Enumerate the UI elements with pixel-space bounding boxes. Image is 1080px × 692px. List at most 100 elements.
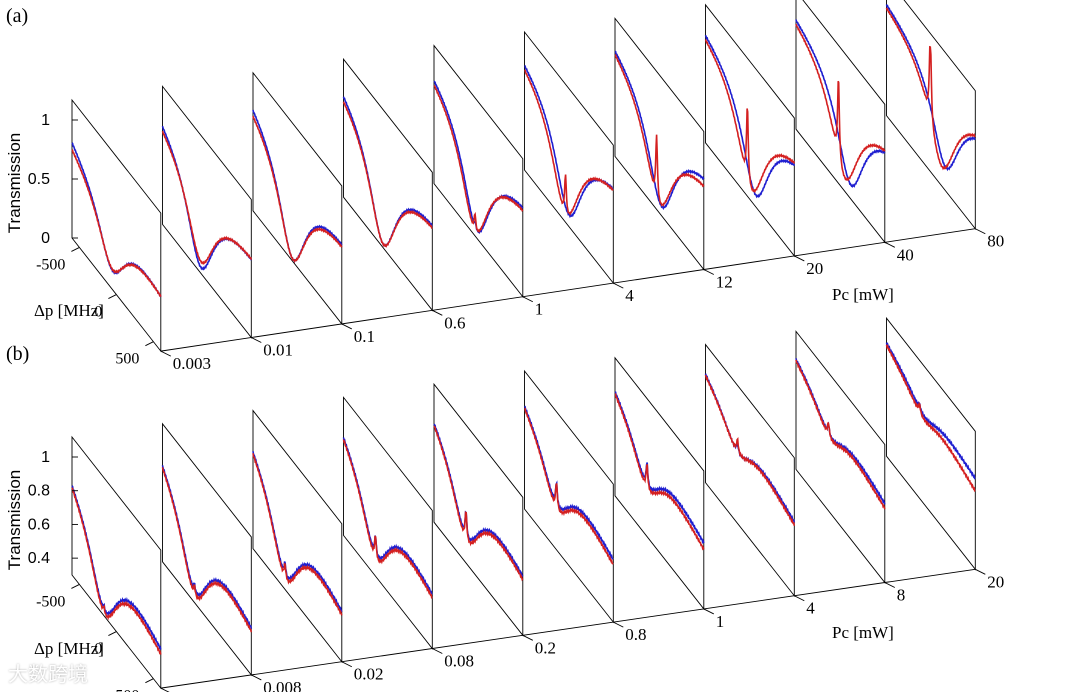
power-axis bbox=[160, 568, 976, 689]
panel-b-xlabel: Δp [MHz] bbox=[34, 639, 104, 658]
slice-frame bbox=[252, 409, 343, 664]
power-tick-label: 1 bbox=[535, 300, 544, 319]
slice-frame bbox=[614, 17, 705, 271]
y-tick-label: 0.6 bbox=[28, 516, 50, 533]
slice-1 bbox=[433, 44, 524, 299]
x-tick bbox=[108, 294, 117, 299]
trace-red-0_003 bbox=[71, 149, 162, 298]
power-tick bbox=[613, 621, 624, 628]
slice-frame bbox=[705, 3, 795, 258]
power-tick bbox=[522, 296, 534, 303]
trace-blue-20 bbox=[885, 342, 976, 480]
power-tick bbox=[432, 648, 443, 654]
slice-20 bbox=[704, 3, 796, 258]
power-tick-label: 20 bbox=[806, 259, 823, 278]
slice-frame bbox=[252, 71, 343, 326]
x-tick bbox=[71, 584, 80, 589]
power-tick-label: 4 bbox=[625, 286, 634, 305]
power-axis bbox=[160, 228, 976, 352]
slice-4 bbox=[524, 30, 614, 285]
slice-frame bbox=[71, 435, 162, 690]
trace-red-40 bbox=[795, 23, 886, 182]
slice-4 bbox=[704, 343, 796, 598]
power-tick bbox=[703, 608, 715, 615]
trace-red-0_2 bbox=[433, 425, 524, 582]
trace-red-0_8 bbox=[524, 407, 614, 565]
power-tick-label: 80 bbox=[987, 232, 1004, 251]
x-tick bbox=[108, 631, 117, 636]
slice-frame bbox=[886, 0, 976, 231]
y-tick-label: 0.4 bbox=[28, 550, 50, 567]
slice-8 bbox=[795, 330, 886, 584]
slice-0_003 bbox=[71, 98, 162, 353]
power-tick-label: 12 bbox=[716, 273, 733, 292]
power-tick bbox=[251, 337, 262, 343]
power-tick-label: 8 bbox=[897, 586, 906, 605]
power-tick bbox=[341, 323, 353, 330]
power-tick bbox=[160, 350, 172, 357]
slice-40 bbox=[795, 0, 886, 244]
power-tick-label: 0.8 bbox=[625, 625, 646, 644]
slice-20 bbox=[885, 316, 976, 571]
panel-b-ylabel: Transmission bbox=[5, 470, 24, 570]
panel-b-zlabel: Pc [mW] bbox=[832, 623, 894, 642]
trace-red-0_6 bbox=[342, 101, 433, 248]
panel-a-zlabel: Pc [mW] bbox=[832, 285, 894, 304]
slice-frame bbox=[524, 30, 614, 285]
trace-red-1 bbox=[614, 393, 705, 551]
slice-frame bbox=[433, 382, 524, 637]
trace-red-80 bbox=[885, 7, 976, 171]
panel-a-ticks: 80 40 20 12 4 1 0.6 0.1 0.01 0.003 0 0.5 1 -500 0 500 bbox=[28, 112, 1005, 373]
power-tick-label: 0.2 bbox=[535, 638, 556, 657]
slice-frame bbox=[795, 330, 886, 584]
power-tick bbox=[703, 269, 715, 275]
slice-frame bbox=[614, 356, 705, 611]
power-tick-label: 0.02 bbox=[354, 665, 384, 684]
slice-frame bbox=[433, 44, 524, 299]
trace-red-0_08 bbox=[342, 439, 433, 599]
power-tick bbox=[613, 282, 624, 289]
x-tick bbox=[71, 247, 80, 252]
slice-frame bbox=[71, 98, 162, 353]
watermark-text: 大数跨境 bbox=[8, 662, 88, 686]
power-tick-label: 20 bbox=[987, 572, 1004, 591]
power-tick bbox=[432, 309, 443, 316]
slice-0_01 bbox=[161, 85, 253, 339]
trace-red-4 bbox=[704, 374, 796, 526]
power-tick bbox=[975, 568, 986, 575]
trace-red-1 bbox=[433, 84, 524, 233]
slice-frame bbox=[705, 343, 795, 598]
y-tick-label: 0.5 bbox=[28, 171, 50, 188]
power-tick bbox=[884, 241, 896, 248]
y-tick-label: 1 bbox=[41, 449, 50, 466]
slice-0_6 bbox=[342, 57, 433, 312]
power-tick bbox=[341, 661, 353, 668]
panel-b: (b) Transmission Δp [MHz] Pc [mW] 20 8 4 1 0… bbox=[5, 316, 1004, 692]
slice-1 bbox=[614, 356, 705, 611]
slice-0_004 bbox=[71, 435, 162, 690]
slice-frame bbox=[343, 396, 433, 650]
power-tick bbox=[975, 228, 986, 235]
power-tick bbox=[794, 595, 805, 602]
x-tick bbox=[145, 678, 154, 684]
power-tick-label: 0.01 bbox=[263, 341, 293, 360]
power-tick bbox=[794, 255, 805, 262]
panel-a-label: (a) bbox=[6, 5, 28, 27]
trace-red-0_1 bbox=[252, 115, 343, 264]
power-tick-label: 40 bbox=[897, 245, 914, 264]
power-tick-label: 0.6 bbox=[444, 313, 465, 332]
panel-a-ylabel: Transmission bbox=[5, 133, 24, 233]
trace-red-0_008 bbox=[161, 467, 253, 633]
panel-a: (a) Transmission Δp [MHz] Pc [mW] 804020… bbox=[5, 0, 1004, 373]
power-tick bbox=[522, 634, 534, 641]
slice-frame bbox=[524, 369, 614, 624]
trace-red-12 bbox=[614, 54, 705, 207]
slice-80 bbox=[885, 0, 976, 231]
trace-red-20 bbox=[885, 344, 976, 492]
y-tick-label: 1 bbox=[41, 112, 50, 129]
slice-frame bbox=[162, 422, 252, 677]
slice-0_8 bbox=[524, 369, 614, 624]
panel-a-slices bbox=[71, 0, 976, 353]
x-tick bbox=[145, 341, 154, 347]
